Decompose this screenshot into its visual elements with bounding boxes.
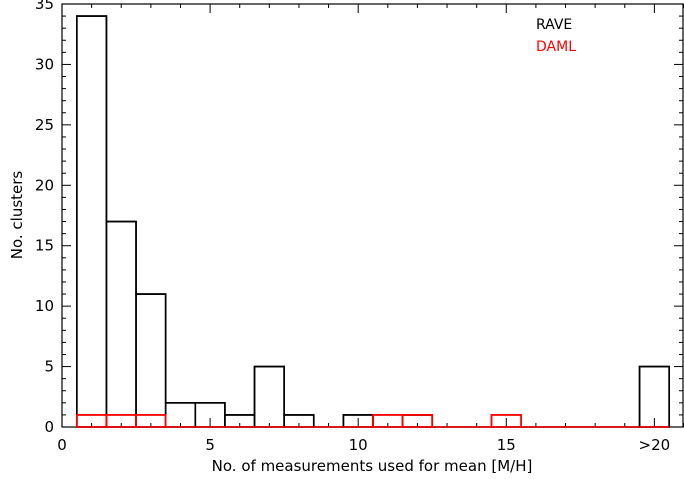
legend-label-daml: DAML <box>536 39 576 55</box>
x-tick-label: 5 <box>205 436 215 454</box>
y-tick-label: 10 <box>35 297 54 315</box>
legend-label-rave: RAVE <box>536 17 572 33</box>
bar <box>401 414 434 428</box>
y-axis-label: No. clusters <box>8 171 26 260</box>
plot-border <box>61 3 684 428</box>
x-tick-labels: 0 5 10 15 >20 <box>57 436 670 454</box>
series-group <box>76 15 670 428</box>
bar <box>638 365 670 428</box>
bar <box>135 414 167 428</box>
y-tick-label: 35 <box>35 0 54 13</box>
x-tick-label: 15 <box>497 436 516 454</box>
y-tick-labels: 0 5 10 15 20 25 30 35 <box>35 0 54 436</box>
plot-frame <box>61 3 684 428</box>
bar <box>76 15 108 428</box>
bar <box>135 293 167 428</box>
x-tick-label: 0 <box>57 436 67 454</box>
bar <box>105 220 137 428</box>
y-tick-label: 0 <box>44 418 54 436</box>
y-tick-label: 5 <box>44 358 54 376</box>
x-tick-label: 10 <box>349 436 368 454</box>
y-tick-label: 30 <box>35 55 54 73</box>
y-tick-label: 15 <box>35 237 54 255</box>
y-tick-label: 25 <box>35 116 54 134</box>
x-axis-label: No. of measurements used for mean [M/H] <box>212 457 533 475</box>
x-tick-label: >20 <box>639 436 671 454</box>
series-rave <box>76 15 670 428</box>
bar <box>490 414 522 428</box>
series-daml <box>76 414 670 428</box>
bar <box>253 365 285 428</box>
y-tick-label: 20 <box>35 176 54 194</box>
axis-ticks <box>61 3 684 428</box>
